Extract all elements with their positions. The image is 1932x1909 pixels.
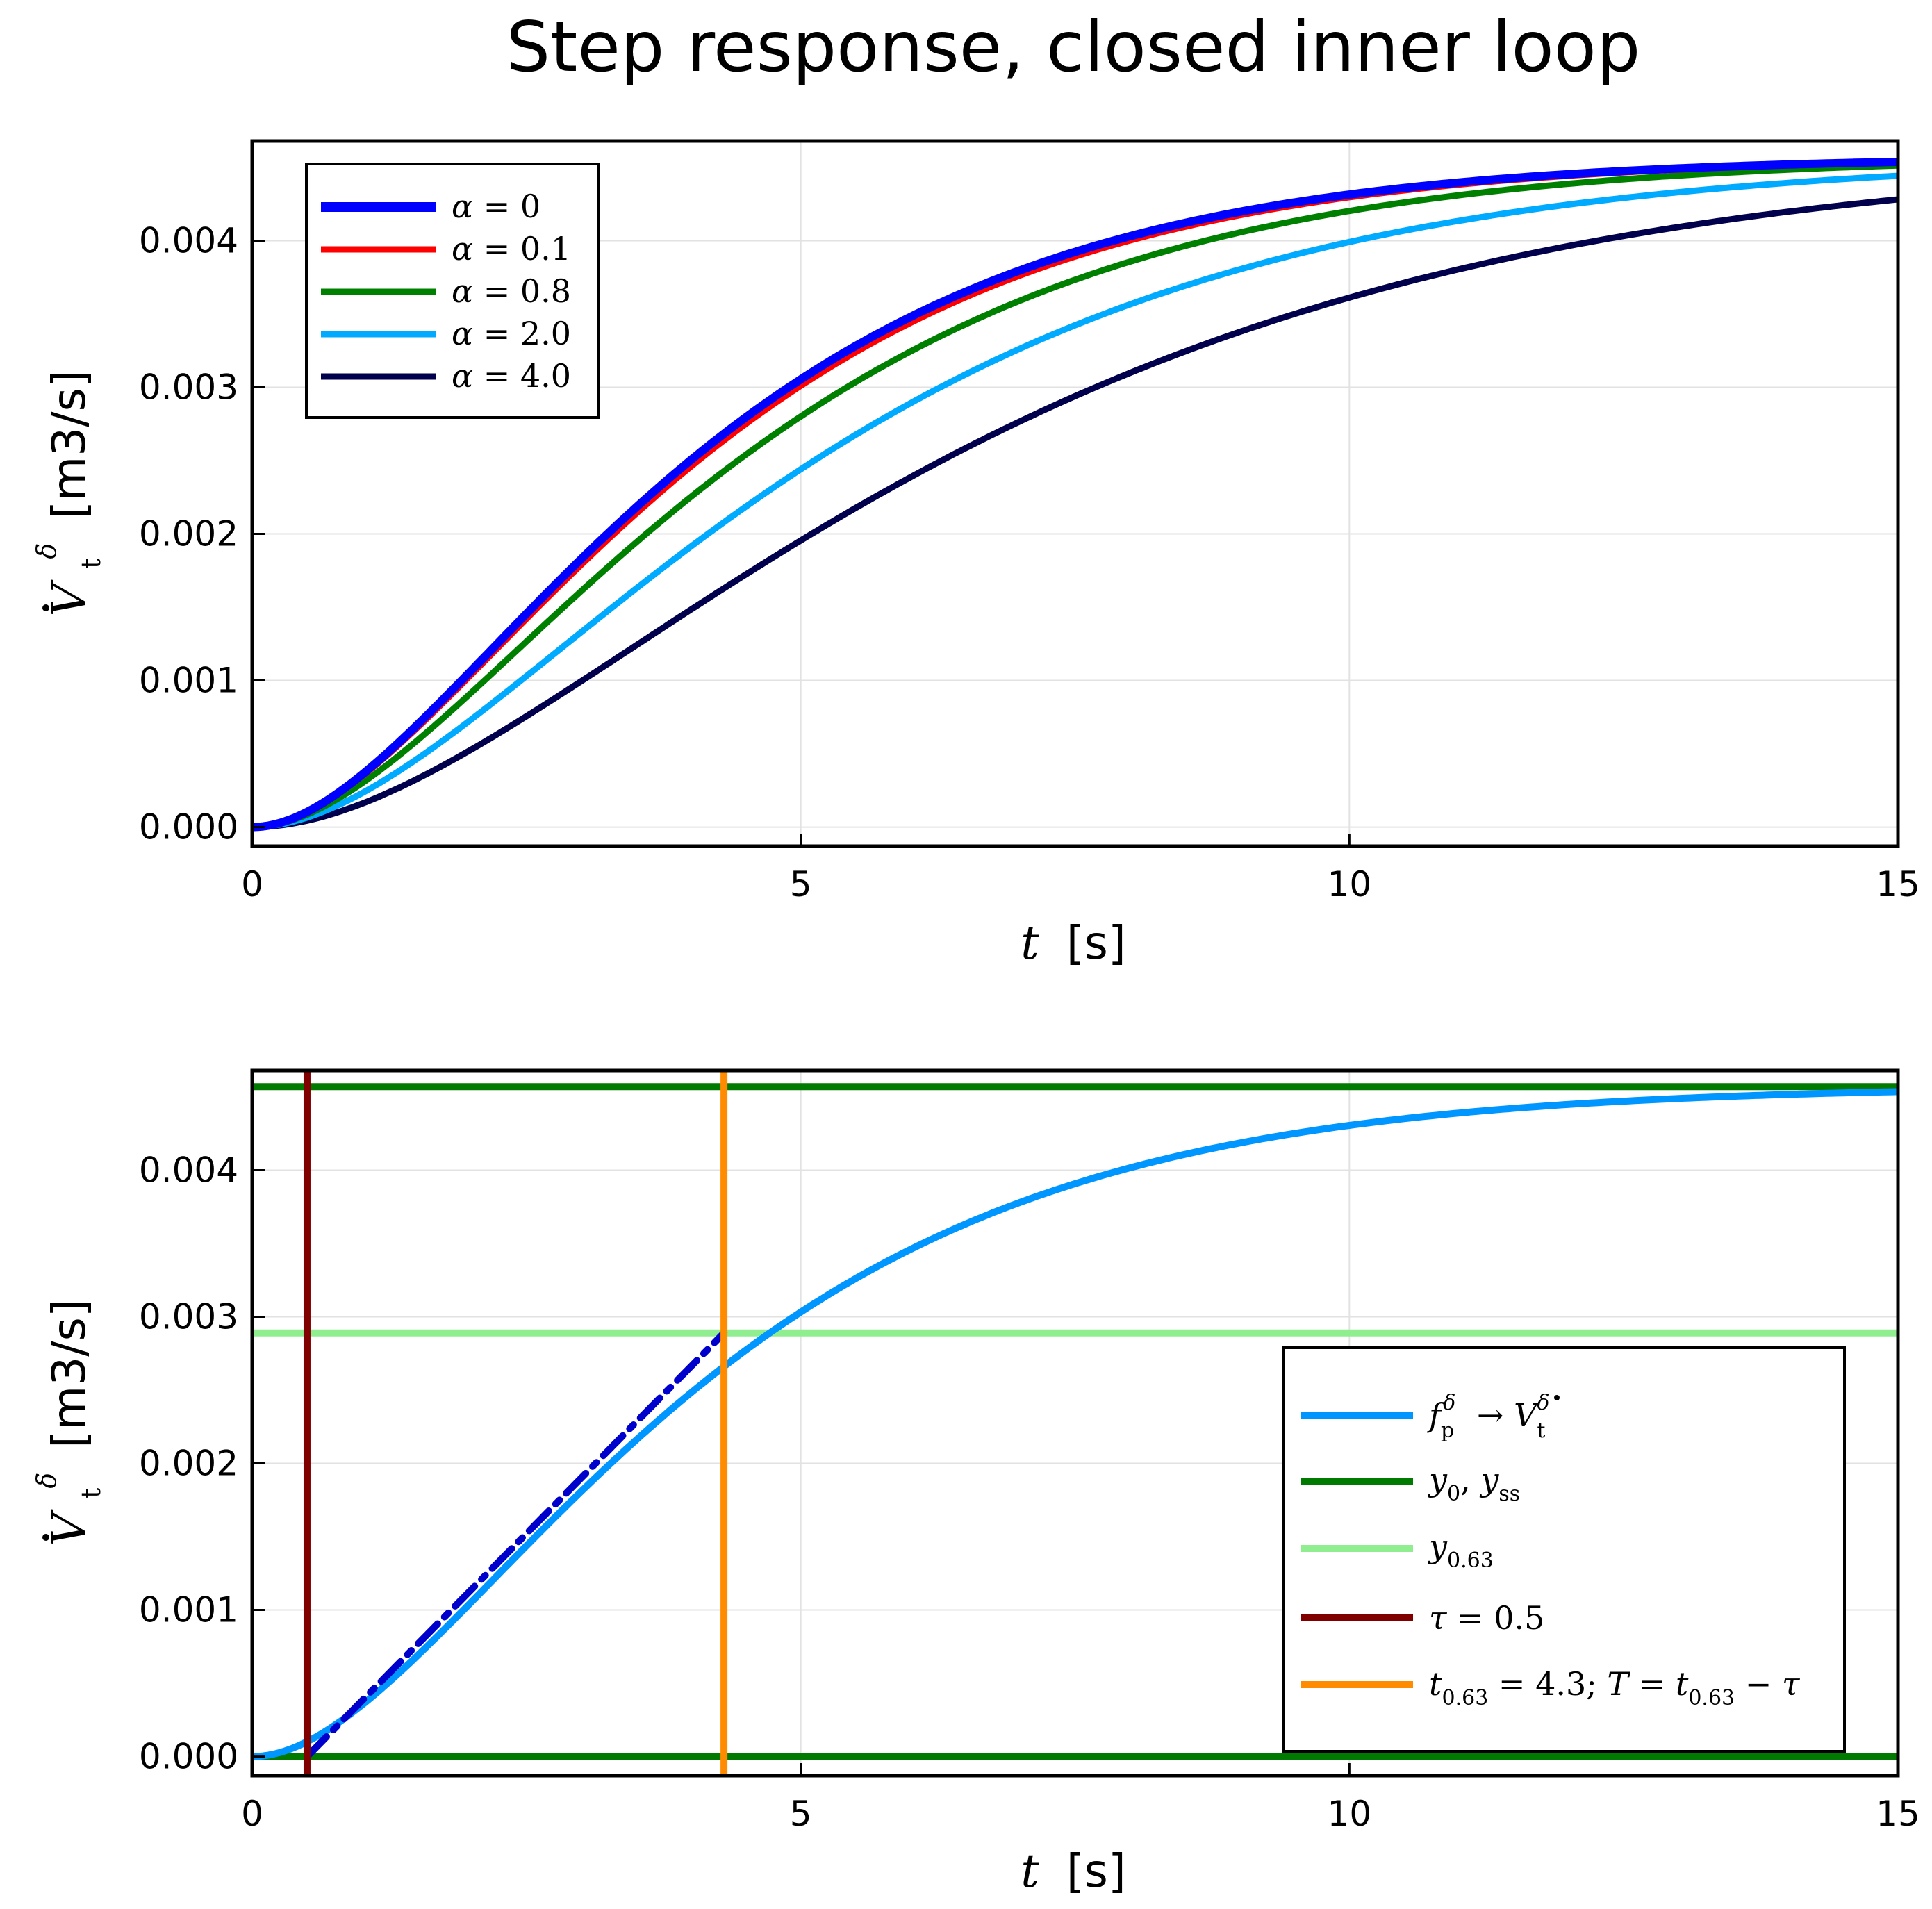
top-legend-label-0: α = 0 [452,188,540,225]
top-ylabel-sub: t [76,559,106,569]
top-ytick-label: 0.000 [139,807,238,848]
bottom-response-line [251,1088,1899,1760]
top-legend: α = 0 α = 0.1 α = 0.8 α = 2.0 α = 4.0 [305,163,600,419]
bottom-legend: fpδ → Vtδ y0, yss y0.63 τ = 0.5 [1282,1346,1846,1753]
bottom-xlabel: t [s] [1021,1844,1125,1898]
top-series-line-2 [251,162,1899,831]
svg-text:V t δ: V t δ [m3/s] [13,1299,111,1546]
top-ytick-label: 0.004 [139,220,238,261]
legend-label-y0-yss: y0, yss [1428,1461,1520,1506]
top-ylabel-var: V [42,579,96,617]
bottom-xlabel-var: t [1021,1844,1039,1898]
bottom-ytick-label: 0.000 [139,1737,238,1777]
top-legend-label-4: α = 4.0 [452,357,571,395]
bottom-series [251,1071,1899,1776]
bottom-ytick-label: 0.002 [139,1444,238,1484]
top-xtick-label: 10 [1328,864,1372,904]
top-ylabel-unit: [m3/s] [42,370,96,518]
top-ylabel: V t δ [m3/s] [13,370,111,616]
bottom-legend-items: fpδ → Vtδ y0, yss y0.63 τ = 0.5 [1301,1391,1801,1710]
top-xtick-label: 0 [241,864,263,904]
top-ytick-label: 0.001 [139,661,238,701]
top-legend-label-2: α = 0.8 [452,272,571,310]
top-xlabel: t [s] [1021,916,1125,970]
top-ytick-label: 0.002 [139,514,238,554]
top-ytick-label: 0.003 [139,367,238,408]
legend-label-tau: τ = 0.5 [1429,1599,1544,1637]
bottom-ytick-label: 0.004 [139,1150,238,1190]
bottom-ylabel-sup: δ [31,1473,62,1489]
legend-label-y063: y0.63 [1428,1528,1494,1573]
chart-title: Step response, closed inner loop [506,6,1641,88]
bottom-xtick-label: 10 [1328,1794,1372,1834]
top-xtick-label: 5 [790,864,812,904]
bottom-ticks: 0 5 10 15 0.000 0.001 0.002 0.003 0.004 [139,1150,1920,1834]
bottom-xtick-label: 0 [241,1794,263,1834]
svg-text:V t δ: V t δ [m3/s] [13,370,111,616]
top-plot-frame [250,139,1900,848]
top-series-line-3 [251,172,1899,831]
top-ylabel-sup: δ [31,543,62,559]
top-series [251,158,1899,832]
top-series-line-4 [251,196,1899,831]
legend-label-t063: t0.63 = 4.3; T = t0.63 − τ [1429,1665,1801,1710]
top-series-line-0 [251,158,1899,832]
bottom-ytick-label: 0.003 [139,1297,238,1337]
bottom-ytick-label: 0.001 [139,1590,238,1630]
legend-v-dot [1554,1395,1560,1400]
bottom-xtick-label: 15 [1876,1794,1920,1834]
bottom-ylabel: V t δ [m3/s] [13,1299,111,1546]
plot-top: 0 5 10 15 0.000 0.001 0.002 0.003 0.004 t [s] V … [13,139,1920,970]
legend-label-response: fpδ → Vtδ [1427,1391,1549,1443]
top-ticks: 0 5 10 15 0.000 0.001 0.002 0.003 0.004 [139,220,1920,904]
top-ylabel-dot [42,604,49,611]
bottom-ylabel-sub: t [76,1488,106,1498]
bottom-ylabel-unit: [m3/s] [42,1299,96,1448]
top-xtick-label: 15 [1876,864,1920,904]
bottom-ylabel-dot [42,1534,49,1541]
bottom-ylabel-var: V [42,1509,96,1546]
top-xlabel-var: t [1021,916,1039,970]
bottom-xtick-label: 5 [790,1794,812,1834]
plot-bottom: 0 5 10 15 0.000 0.001 0.002 0.003 0.004 t [s] V … [13,1068,1920,1898]
bottom-xlabel-unit: [s] [1066,1844,1126,1898]
top-xlabel-unit: [s] [1066,916,1126,970]
top-legend-label-3: α = 2.0 [452,315,571,352]
top-legend-label-1: α = 0.1 [452,230,571,267]
bottom-tangent-line [303,1329,728,1760]
bottom-plot-frame [250,1068,1900,1778]
